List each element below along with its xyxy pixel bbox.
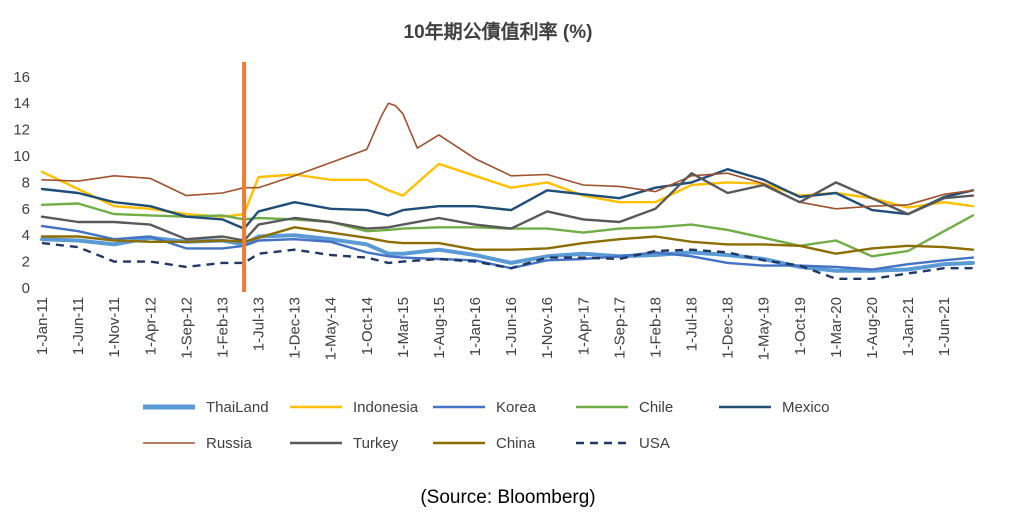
series-line-korea — [40, 224, 975, 271]
y-axis: 0 2 4 6 8 10 12 14 16 — [13, 69, 30, 297]
series-line-china — [40, 226, 975, 255]
y-tick-label: 10 — [13, 148, 30, 165]
legend-label-chile: Chile — [639, 399, 673, 416]
x-tick-label: 1-Feb-13 — [214, 297, 231, 358]
source-note: (Source: Bloomberg) — [420, 487, 596, 508]
legend-label-russia: Russia — [206, 435, 253, 452]
series-line-usa — [41, 241, 973, 280]
x-tick-label: 1-Jan-16 — [467, 297, 484, 356]
x-tick-label: 1-Mar-20 — [828, 297, 845, 358]
y-tick-label: 12 — [13, 122, 30, 139]
legend-label-mexico: Mexico — [782, 399, 830, 416]
y-tick-label: 2 — [22, 254, 30, 271]
legend-label-china: China — [496, 435, 536, 452]
x-tick-label: 1-Oct-19 — [792, 297, 809, 355]
x-tick-label: 1-Jun-11 — [70, 297, 87, 355]
x-tick-label: 1-Dec-13 — [287, 297, 304, 359]
series-lines — [40, 102, 975, 280]
x-tick-label: 1-Sep-17 — [611, 297, 628, 359]
y-tick-label: 8 — [22, 174, 30, 191]
x-tick-label: 1-Sep-12 — [178, 297, 195, 359]
x-tick-label: 1-Jan-21 — [900, 297, 917, 356]
legend-label-korea: Korea — [496, 399, 537, 416]
x-tick-label: 1-Dec-18 — [720, 297, 737, 359]
x-axis: 1-Jan-11 1-Jun-11 1-Nov-11 1-Apr-12 1-Sep-12… — [34, 297, 953, 360]
legend-label-turkey: Turkey — [353, 435, 399, 452]
y-tick-label: 0 — [22, 280, 30, 297]
x-tick-label: 1-May-19 — [756, 297, 773, 360]
legend-label-usa: USA — [639, 435, 670, 452]
x-tick-label: 1-Jan-11 — [34, 297, 51, 355]
x-tick-label: 1-Apr-12 — [142, 297, 159, 355]
y-tick-label: 4 — [22, 227, 30, 244]
x-tick-label: 1-Apr-17 — [575, 297, 592, 355]
series-line-turkey — [40, 172, 975, 242]
x-tick-label: 1-Aug-15 — [431, 297, 448, 359]
series-line-chile — [40, 202, 975, 258]
x-tick-label: 1-Oct-14 — [359, 297, 376, 355]
x-tick-label: 1-May-14 — [323, 297, 340, 360]
series-line-mexico — [40, 168, 975, 230]
legend: ThaiLand Indonesia Korea Chile Mexico Russia T… — [143, 399, 830, 452]
x-tick-label: 1-Nov-16 — [539, 297, 556, 359]
legend-label-thailand: ThaiLand — [206, 399, 269, 416]
x-tick-label: 1-Jun-21 — [936, 297, 953, 356]
y-tick-label: 16 — [13, 69, 30, 86]
x-tick-label: 1-Jul-18 — [684, 297, 701, 351]
x-tick-label: 1-Jun-16 — [503, 297, 520, 356]
y-tick-label: 14 — [13, 95, 30, 112]
x-tick-label: 1-Mar-15 — [395, 297, 412, 358]
x-tick-label: 1-Jul-13 — [251, 297, 268, 351]
legend-label-indonesia: Indonesia — [353, 399, 419, 416]
x-tick-label: 1-Aug-20 — [864, 297, 881, 359]
x-tick-label: 1-Feb-18 — [647, 297, 664, 358]
x-tick-label: 1-Nov-11 — [106, 297, 123, 358]
chart-title: 10年期公債值利率 (%) — [404, 20, 593, 43]
y-tick-label: 6 — [22, 201, 30, 218]
